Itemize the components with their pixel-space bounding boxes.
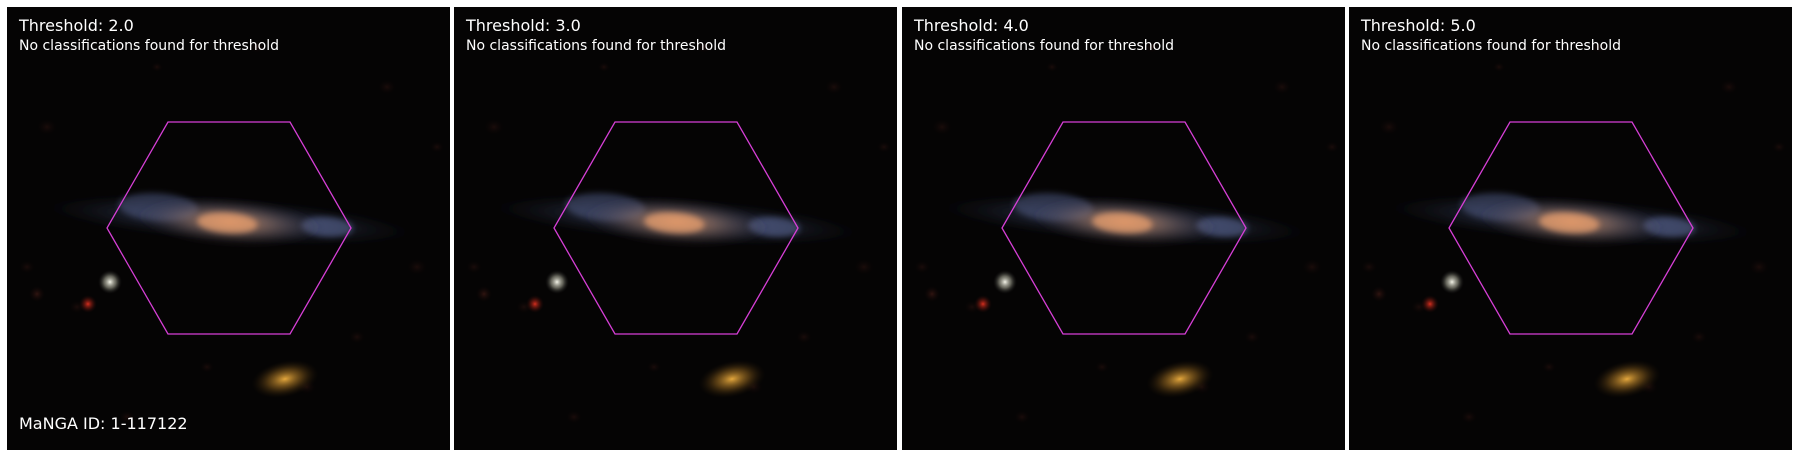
classification-message: No classifications found for threshold [914, 38, 1174, 54]
galaxy-panel-4: Threshold: 5.0 No classifications found … [1349, 7, 1792, 450]
galaxy-panel-1: Threshold: 2.0 No classifications found … [7, 7, 450, 450]
manga-id-label: MaNGA ID: 1-117122 [19, 414, 188, 433]
galaxy-image [1349, 7, 1792, 450]
galaxy-panel-2: Threshold: 3.0 No classifications found … [454, 7, 897, 450]
threshold-title: Threshold: 5.0 [1361, 16, 1476, 35]
ifu-hexagon [1001, 121, 1247, 335]
ifu-hexagon [553, 121, 799, 335]
ifu-hexagon [1448, 121, 1694, 335]
classification-message: No classifications found for threshold [466, 38, 726, 54]
threshold-title: Threshold: 2.0 [19, 16, 134, 35]
ifu-hexagon [106, 121, 352, 335]
threshold-title: Threshold: 3.0 [466, 16, 581, 35]
classification-message: No classifications found for threshold [19, 38, 279, 54]
galaxy-panel-3: Threshold: 4.0 No classifications found … [902, 7, 1345, 450]
galaxy-image [7, 7, 450, 450]
galaxy-image [454, 7, 897, 450]
threshold-title: Threshold: 4.0 [914, 16, 1029, 35]
galaxy-image [902, 7, 1345, 450]
classification-message: No classifications found for threshold [1361, 38, 1621, 54]
